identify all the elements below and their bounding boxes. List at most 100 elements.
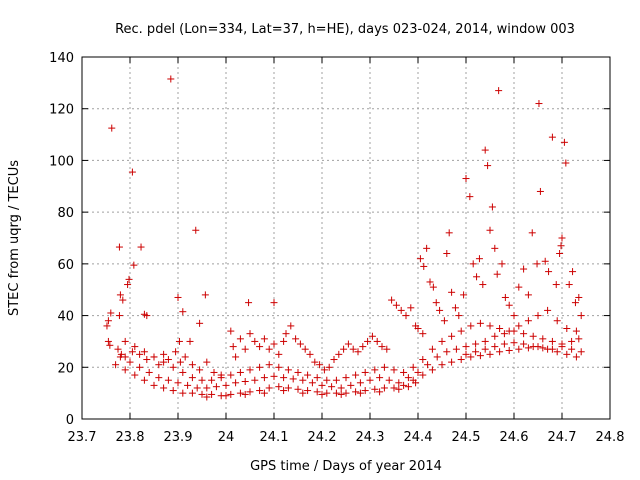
data-point-marker [260, 374, 268, 382]
data-point-marker [378, 343, 386, 351]
data-point-marker [236, 368, 244, 376]
data-point-marker [160, 358, 168, 366]
data-point-marker [560, 138, 568, 146]
data-point-marker [505, 301, 513, 309]
data-point-marker [426, 278, 434, 286]
data-point-marker [462, 350, 470, 358]
data-point-marker [467, 353, 475, 361]
x-tick-label: 23.9 [164, 430, 193, 445]
data-point-marker [270, 372, 278, 380]
data-point-marker [227, 327, 235, 335]
data-point-marker [140, 348, 148, 356]
data-point-marker [301, 345, 309, 353]
data-point-marker [500, 340, 508, 348]
data-point-marker [572, 353, 580, 361]
data-point-marker [491, 332, 499, 340]
data-point-marker [203, 393, 211, 401]
data-point-marker [256, 387, 264, 395]
data-point-marker [106, 341, 114, 349]
data-point-marker [196, 366, 204, 374]
data-point-marker [557, 242, 565, 250]
x-tick-label: 24.4 [404, 430, 433, 445]
data-point-marker [107, 309, 115, 317]
data-point-marker [150, 381, 158, 389]
data-point-marker [112, 361, 120, 369]
data-point-marker [160, 350, 168, 358]
x-tick-label: 23.8 [116, 430, 145, 445]
data-point-marker [524, 291, 532, 299]
data-point-marker [179, 389, 187, 397]
data-point-marker [376, 388, 384, 396]
data-point-marker [308, 379, 316, 387]
data-point-marker [460, 291, 468, 299]
data-point-marker [292, 335, 300, 343]
data-point-marker [108, 124, 116, 132]
data-point-marker [270, 340, 278, 348]
data-point-marker [145, 368, 153, 376]
data-point-marker [337, 390, 345, 398]
data-point-marker [577, 348, 585, 356]
data-point-marker [481, 345, 489, 353]
data-point-marker [575, 335, 583, 343]
data-point-marker [265, 384, 273, 392]
data-point-marker [143, 312, 151, 320]
data-point-marker [294, 385, 302, 393]
data-point-marker [318, 381, 326, 389]
data-point-marker [539, 344, 547, 352]
data-point-marker [448, 288, 456, 296]
data-point-marker [475, 255, 483, 263]
x-axis: 23.7 23.8 23.9 24 24.1 24.2 24.3 24.4 24.5 24.6 24… [68, 57, 624, 445]
x-tick-label: 24.1 [260, 430, 289, 445]
data-point-marker [140, 376, 148, 384]
data-point-marker [472, 348, 480, 356]
data-point-marker [227, 371, 235, 379]
data-point-marker [136, 350, 144, 358]
data-point-marker [534, 312, 542, 320]
data-point-marker [116, 353, 124, 361]
data-point-marker [169, 363, 177, 371]
data-point-marker [282, 330, 290, 338]
data-point-marker [296, 340, 304, 348]
data-point-marker [563, 350, 571, 358]
data-point-marker [545, 268, 553, 276]
data-point-marker [515, 322, 523, 330]
y-axis: 0 20 40 60 80 100 120 140 [49, 51, 610, 428]
data-point-marker [571, 299, 579, 307]
data-point-marker [529, 332, 537, 340]
data-point-marker [565, 281, 573, 289]
data-point-marker [553, 348, 561, 356]
y-tick-label: 120 [49, 103, 74, 118]
data-point-marker [246, 388, 254, 396]
data-point-marker [451, 304, 459, 312]
data-point-marker [407, 304, 415, 312]
data-point-marker [496, 348, 504, 356]
data-point-marker [520, 330, 528, 338]
data-point-marker [443, 250, 451, 258]
data-point-marker [364, 337, 372, 345]
data-point-marker [260, 389, 268, 397]
data-point-marker [397, 306, 405, 314]
data-point-marker [131, 371, 139, 379]
data-point-marker [340, 345, 348, 353]
data-point-marker [438, 361, 446, 369]
data-point-marker [416, 255, 424, 263]
data-point-marker [323, 389, 331, 397]
data-point-marker [192, 226, 200, 234]
data-point-marker [179, 308, 187, 316]
y-axis-label: STEC from uqrg / TECUs [7, 160, 22, 316]
data-point-marker [493, 270, 501, 278]
data-point-marker [222, 392, 230, 400]
data-point-marker [414, 368, 422, 376]
data-point-marker [174, 379, 182, 387]
data-point-marker [524, 344, 532, 352]
data-point-marker [445, 229, 453, 237]
data-point-marker [229, 343, 237, 351]
data-point-marker [539, 335, 547, 343]
x-tick-label: 24.5 [452, 430, 481, 445]
data-point-marker [438, 337, 446, 345]
data-point-marker [256, 363, 264, 371]
data-point-marker [500, 330, 508, 338]
data-point-marker [337, 384, 345, 392]
data-point-marker [361, 368, 369, 376]
data-point-marker [575, 293, 583, 301]
